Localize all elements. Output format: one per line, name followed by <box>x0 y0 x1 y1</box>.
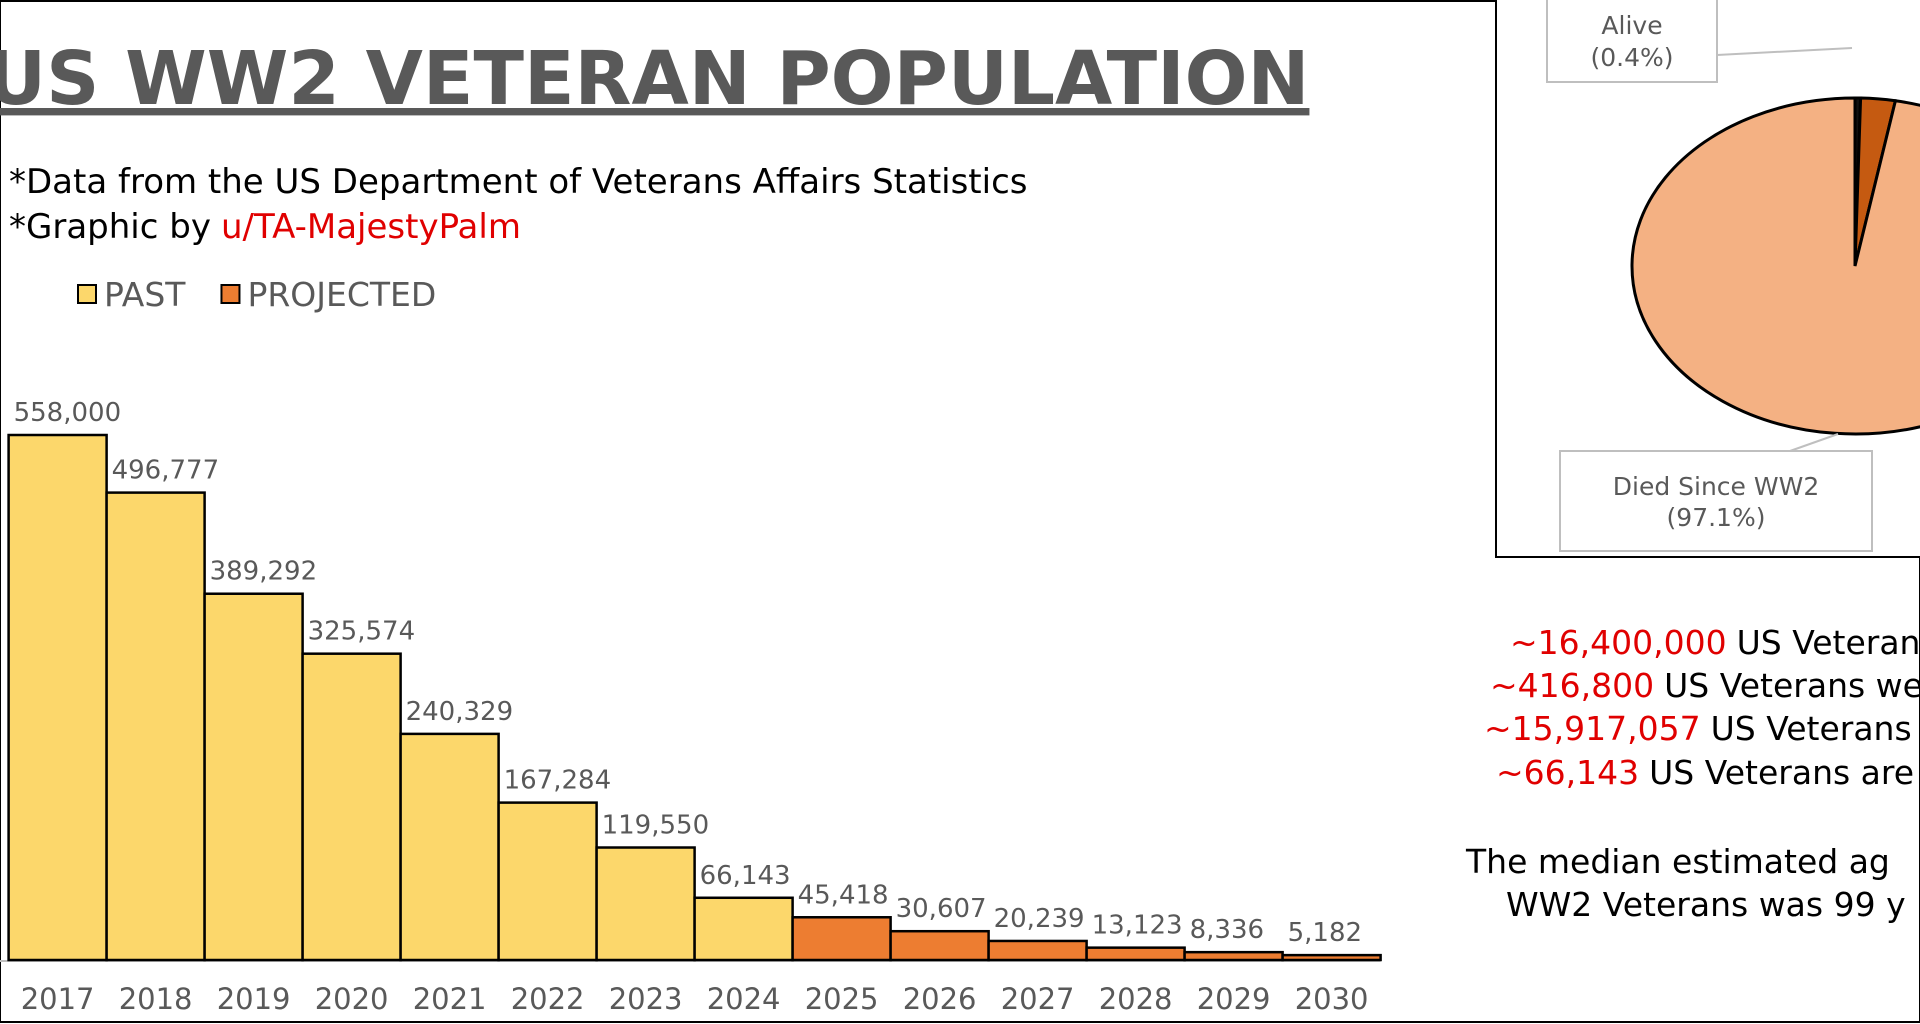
leader-line <box>1789 433 1839 452</box>
median-line: The median estimated ag <box>1465 842 1890 881</box>
bar <box>301 652 402 962</box>
chart-title: US WW2 VETERAN POPULATION <box>0 36 1309 122</box>
pie-slice <box>1630 96 1920 436</box>
x-tick-label: 2022 <box>511 982 585 1016</box>
x-tick-label: 2028 <box>1099 982 1173 1016</box>
value-label: 496,777 <box>112 456 220 486</box>
value-label: 20,239 <box>994 904 1085 934</box>
stat-line: ~416,800 US Veterans we <box>1490 666 1920 705</box>
stat-text: US Veterans we <box>1664 666 1920 705</box>
x-tick-label: 2020 <box>315 982 389 1016</box>
credit-line: *Graphic by u/TA-MajestyPalm <box>9 207 521 247</box>
pie-label-box <box>1546 0 1718 83</box>
bar <box>399 732 500 962</box>
bar <box>693 896 794 962</box>
x-tick-label: 2025 <box>805 982 879 1016</box>
x-tick-label: 2030 <box>1295 982 1369 1016</box>
value-label: 389,292 <box>210 557 318 587</box>
x-tick-label: 2027 <box>1001 982 1075 1016</box>
stat-number: ~16,400,000 <box>1510 623 1727 662</box>
pie-value-label: (0.4%) <box>1590 43 1673 72</box>
bar <box>1183 950 1284 962</box>
median-line: WW2 Veterans was 99 y <box>1506 885 1906 924</box>
bar <box>595 846 696 962</box>
x-tick-label: 2029 <box>1197 982 1271 1016</box>
value-label: 8,336 <box>1190 915 1264 945</box>
value-label: 119,550 <box>602 811 710 841</box>
stat-number: ~66,143 <box>1496 753 1639 792</box>
subtitle: *Data from the US Department of Veterans… <box>9 162 1028 202</box>
value-label: 45,418 <box>798 880 889 910</box>
stat-text: US Veterans h <box>1711 709 1920 748</box>
x-tick-label: 2019 <box>217 982 291 1016</box>
x-tick-label: 2023 <box>609 982 683 1016</box>
bar <box>105 491 206 962</box>
bar <box>987 939 1088 962</box>
pie-label-box <box>1559 450 1873 552</box>
value-label: 240,329 <box>406 697 514 727</box>
value-label: 30,607 <box>896 894 987 924</box>
bar <box>791 916 892 962</box>
x-tick-label: 2018 <box>119 982 193 1016</box>
x-tick-label: 2021 <box>413 982 487 1016</box>
stat-text: US Veterans <box>1737 623 1920 662</box>
pie-value-label: (97.1%) <box>1667 503 1766 532</box>
leader-line <box>1716 47 1853 56</box>
bar <box>497 801 598 962</box>
legend-swatch <box>77 284 97 304</box>
stat-line: ~15,917,057 US Veterans h <box>1484 709 1920 748</box>
bar <box>889 929 990 962</box>
bar <box>203 592 304 962</box>
stat-number: ~416,800 <box>1490 666 1654 705</box>
value-label: 5,182 <box>1288 918 1362 948</box>
pie-label: Died Since WW2 <box>1613 472 1819 501</box>
value-label: 558,000 <box>14 398 122 428</box>
bar <box>1085 946 1186 962</box>
legend-swatch <box>220 284 241 304</box>
value-label: 13,123 <box>1092 911 1183 941</box>
x-tick-label: 2024 <box>707 982 781 1016</box>
value-label: 167,284 <box>504 766 612 796</box>
credit: u/TA-MajestyPalm <box>221 207 521 247</box>
stat-number: ~15,917,057 <box>1484 709 1701 748</box>
x-tick-label: 2017 <box>21 982 95 1016</box>
pie-label: Alive <box>1601 11 1662 40</box>
x-tick-label: 2026 <box>903 982 977 1016</box>
stat-line: ~66,143 US Veterans are <box>1496 753 1914 792</box>
legend-label: PAST <box>104 275 186 314</box>
bar <box>1281 953 1382 962</box>
credit-prefix: *Graphic by <box>9 207 211 247</box>
legend-label: PROJECTED <box>247 275 436 314</box>
bar <box>7 433 108 962</box>
stat-line: ~16,400,000 US Veterans <box>1510 623 1920 662</box>
value-label: 325,574 <box>308 617 416 647</box>
value-label: 66,143 <box>700 861 791 891</box>
stat-text: US Veterans are <box>1649 753 1914 792</box>
